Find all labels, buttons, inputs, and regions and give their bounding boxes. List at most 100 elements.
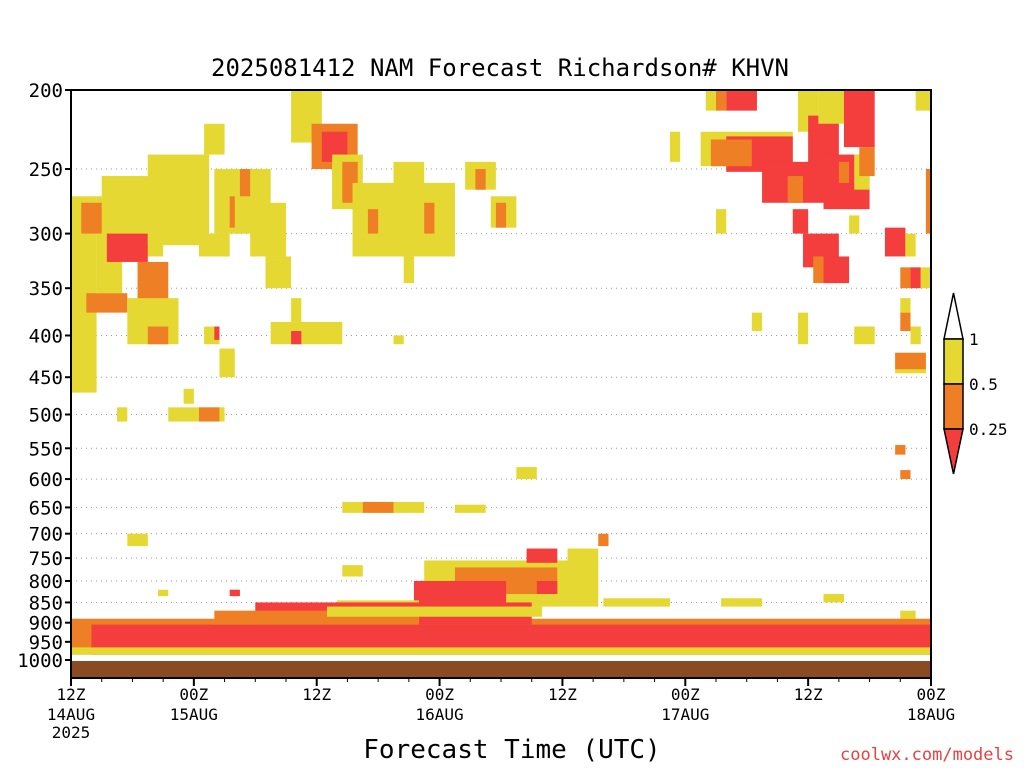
field-cell-orange <box>710 139 752 167</box>
field-cell-orange <box>900 470 911 480</box>
x-tick-label: 00Z <box>179 685 208 704</box>
y-tick-label: 450 <box>29 367 63 389</box>
x-tick-label: 12Z <box>548 685 577 704</box>
field-cell-red <box>792 209 809 234</box>
y-tick-label: 350 <box>29 278 63 300</box>
field-cell-yellow <box>920 267 931 289</box>
y-tick-label: 850 <box>29 592 63 614</box>
field-cell-yellow <box>158 589 169 597</box>
x-tick-label: 12Z <box>302 685 331 704</box>
field-cell-yellow <box>721 598 763 607</box>
y-tick-label: 550 <box>29 438 63 460</box>
field-cell-yellow <box>797 312 809 345</box>
y-tick-label: 400 <box>29 325 63 347</box>
field-cell-orange <box>424 202 435 234</box>
legend-label: 1 <box>969 330 979 349</box>
source-watermark: coolwx.com/models <box>840 745 1014 765</box>
x-tick-label: 12Z <box>794 685 823 704</box>
legend-label: 0.5 <box>969 375 998 394</box>
field-cell-yellow <box>823 594 844 603</box>
field-cell-orange <box>813 256 824 284</box>
field-cell-yellow <box>393 335 404 345</box>
field-cell-orange <box>198 407 220 422</box>
field-cell-red <box>526 548 558 563</box>
field-cell-orange <box>925 169 931 234</box>
field-cell-yellow <box>849 215 860 234</box>
x-tick-label: 2025 <box>52 723 91 742</box>
legend-label: 0.25 <box>969 420 1008 439</box>
field-cell-yellow <box>915 90 931 111</box>
ground-band <box>71 661 931 678</box>
field-cell-yellow <box>716 209 727 234</box>
x-tick-label: 00Z <box>917 685 946 704</box>
field-cell-orange <box>895 352 926 370</box>
field-cell-red <box>214 326 220 340</box>
field-cell-red <box>843 90 875 148</box>
field-cell-orange <box>859 147 875 177</box>
field-cell-orange <box>716 90 727 111</box>
y-tick-label: 700 <box>29 524 63 546</box>
field-cell-orange <box>895 445 906 455</box>
field-cell-orange <box>86 293 128 313</box>
y-tick-label: 950 <box>29 632 63 654</box>
field-cell-yellow <box>603 598 670 607</box>
field-cell-red <box>910 267 921 289</box>
y-axis: 200 250 300 350 400 450 500 550 600 650 7007508008… <box>17 80 71 672</box>
field-cell-red <box>536 580 558 595</box>
field-cell-yellow <box>147 154 210 246</box>
field-cell-orange <box>239 169 251 197</box>
x-tick-label: 18AUG <box>907 705 955 724</box>
y-tick-label: 500 <box>29 405 63 427</box>
y-tick-label: 250 <box>29 159 63 181</box>
field-cell-yellow <box>265 256 292 289</box>
field-cell-red <box>823 256 850 284</box>
field-cell-yellow <box>900 610 916 619</box>
y-tick-label: 600 <box>29 469 63 491</box>
field-cell-yellow <box>326 606 542 617</box>
field-cell-orange <box>475 169 486 190</box>
field-cell-yellow <box>905 233 916 257</box>
y-tick-label: 900 <box>29 613 63 635</box>
field-cell-yellow <box>454 504 486 513</box>
x-tick-label: 15AUG <box>170 705 218 724</box>
field-cell-orange <box>900 267 911 289</box>
legend-swatch-red <box>943 428 964 475</box>
field-cell-yellow <box>669 131 681 162</box>
field-cell-red <box>229 589 240 597</box>
y-tick-label: 650 <box>29 497 63 519</box>
field-cell-orange <box>787 176 804 203</box>
field-cell-yellow <box>250 202 286 257</box>
field-cell-orange <box>900 312 911 332</box>
field-cell-red <box>413 580 507 607</box>
field-cell-yellow <box>198 233 230 257</box>
legend-swatch-yellow <box>943 338 964 385</box>
field-cell-yellow <box>183 388 194 404</box>
y-tick-label: 750 <box>29 548 63 570</box>
x-tick-label: 00Z <box>671 685 700 704</box>
field-cell-red <box>291 331 302 345</box>
field-cell-yellow <box>291 298 302 322</box>
x-axis-title: Forecast Time (UTC) <box>363 735 660 765</box>
y-tick-label: 800 <box>29 571 63 593</box>
field-cell-orange <box>838 161 850 183</box>
field-cell-yellow <box>910 326 921 345</box>
legend-swatch-orange <box>943 383 964 430</box>
field-cell-orange <box>598 533 609 547</box>
field-cell-red <box>106 233 148 262</box>
legend: 1 0.5 0.25 <box>943 292 1008 475</box>
field-cell-yellow <box>71 647 931 655</box>
field-cell-yellow <box>393 161 425 203</box>
x-tick-label: 12Z <box>57 685 86 704</box>
x-tick-label: 16AUG <box>415 705 463 724</box>
field-cell-orange <box>147 326 169 345</box>
field-cell-yellow <box>270 321 343 345</box>
field-cell-yellow <box>117 407 128 422</box>
field-cell-red <box>884 227 906 257</box>
x-tick-label: 17AUG <box>661 705 709 724</box>
y-tick-label: 200 <box>29 80 63 102</box>
field-cell-orange <box>362 501 394 513</box>
legend-over-arrow <box>943 292 964 340</box>
richardson-field <box>71 90 931 655</box>
